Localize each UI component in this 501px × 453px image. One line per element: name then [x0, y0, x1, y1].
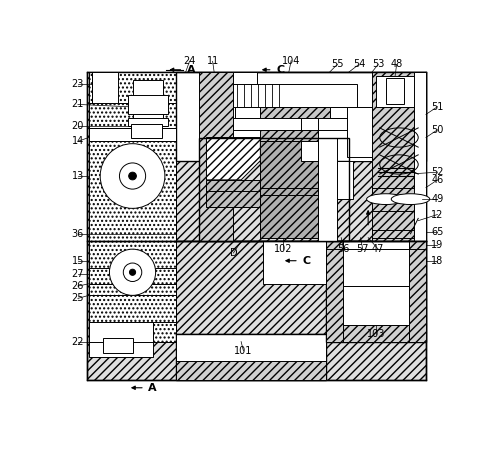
- Text: 20: 20: [72, 121, 84, 131]
- Ellipse shape: [366, 194, 404, 204]
- Bar: [128, 118, 168, 126]
- Bar: [206, 180, 260, 207]
- Text: 52: 52: [430, 167, 443, 177]
- Text: 65: 65: [430, 227, 443, 237]
- Bar: [102, 338, 133, 353]
- Text: 55: 55: [331, 59, 343, 69]
- Bar: [329, 107, 371, 118]
- Bar: [375, 76, 421, 107]
- Bar: [133, 80, 162, 126]
- Bar: [260, 130, 318, 141]
- Bar: [348, 130, 371, 161]
- Text: 102: 102: [274, 244, 292, 254]
- Bar: [128, 95, 168, 115]
- Text: 36: 36: [72, 229, 84, 239]
- Bar: [89, 72, 175, 342]
- Bar: [175, 334, 325, 361]
- Text: D: D: [229, 248, 237, 258]
- Text: 15: 15: [72, 256, 84, 266]
- Text: 21: 21: [72, 99, 84, 110]
- Bar: [325, 241, 425, 342]
- Text: 22: 22: [72, 337, 84, 347]
- Text: C: C: [276, 65, 284, 75]
- Circle shape: [128, 172, 136, 180]
- Bar: [89, 241, 175, 323]
- Bar: [337, 161, 352, 199]
- Text: 51: 51: [430, 102, 443, 112]
- Bar: [371, 72, 425, 241]
- Bar: [260, 141, 318, 238]
- Circle shape: [119, 163, 145, 189]
- Bar: [233, 72, 256, 84]
- Polygon shape: [206, 138, 260, 180]
- Bar: [347, 107, 371, 157]
- Bar: [342, 325, 408, 342]
- Text: 23: 23: [72, 79, 84, 89]
- Text: 47: 47: [371, 244, 384, 254]
- Bar: [385, 78, 403, 104]
- Bar: [175, 334, 325, 380]
- Bar: [413, 72, 425, 241]
- Text: 49: 49: [430, 194, 443, 204]
- Bar: [318, 138, 337, 241]
- Bar: [413, 107, 425, 130]
- Text: 103: 103: [366, 329, 384, 339]
- Text: 53: 53: [371, 59, 384, 69]
- Bar: [301, 118, 318, 161]
- Text: 46: 46: [430, 175, 443, 185]
- Bar: [256, 107, 329, 130]
- Bar: [233, 118, 371, 130]
- Bar: [175, 361, 325, 380]
- Bar: [342, 286, 408, 325]
- Bar: [89, 323, 152, 357]
- Bar: [234, 107, 260, 118]
- Text: 54: 54: [352, 59, 364, 69]
- Bar: [198, 138, 348, 241]
- Circle shape: [109, 249, 155, 295]
- Text: 24: 24: [183, 56, 195, 66]
- Bar: [92, 72, 118, 103]
- Bar: [233, 84, 356, 107]
- Text: 11: 11: [206, 56, 218, 66]
- Text: 101: 101: [234, 346, 252, 356]
- Bar: [198, 72, 233, 241]
- Bar: [262, 241, 325, 284]
- Text: 104: 104: [282, 56, 300, 66]
- Text: 57: 57: [356, 244, 368, 254]
- Text: 50: 50: [430, 125, 443, 135]
- Circle shape: [129, 269, 135, 275]
- Text: 48: 48: [390, 59, 402, 69]
- Text: 56: 56: [337, 244, 349, 254]
- Bar: [325, 241, 342, 342]
- Bar: [408, 241, 425, 342]
- Text: 12: 12: [430, 210, 443, 220]
- Text: 14: 14: [72, 136, 84, 146]
- Text: 26: 26: [72, 281, 84, 291]
- Text: A: A: [148, 383, 156, 393]
- Bar: [175, 72, 425, 161]
- Text: 25: 25: [72, 294, 84, 304]
- Text: A: A: [186, 65, 195, 75]
- Bar: [89, 127, 175, 141]
- Circle shape: [123, 263, 141, 281]
- Text: 27: 27: [72, 269, 84, 279]
- Bar: [87, 72, 425, 241]
- Circle shape: [100, 144, 164, 208]
- Bar: [87, 241, 425, 380]
- Text: 18: 18: [430, 256, 443, 266]
- Text: 19: 19: [430, 241, 443, 251]
- Text: C: C: [302, 256, 310, 266]
- Text: 13: 13: [72, 171, 84, 181]
- Bar: [131, 124, 161, 138]
- Ellipse shape: [390, 194, 429, 204]
